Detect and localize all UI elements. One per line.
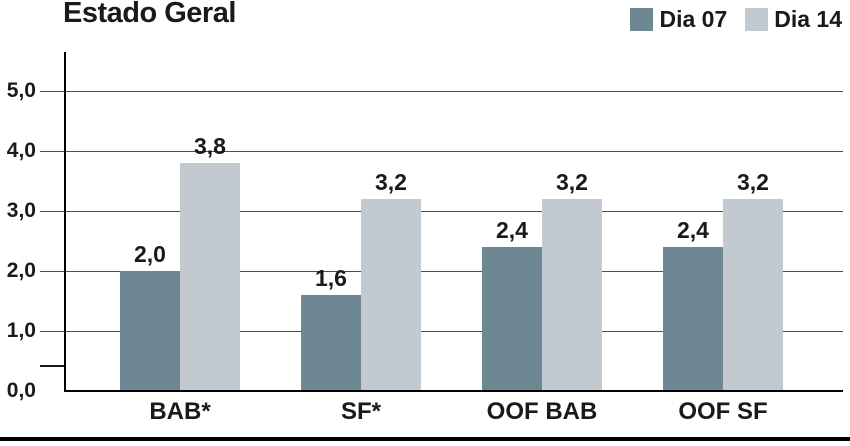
y-axis-tick-label: 5,0 <box>6 79 36 102</box>
legend-label: Dia 07 <box>659 6 728 32</box>
gridline <box>40 271 843 272</box>
bar-value-label: 2,4 <box>496 217 528 243</box>
chart-title: Estado Geral <box>63 0 236 29</box>
bar <box>663 247 723 391</box>
gridline <box>40 331 843 332</box>
gridline <box>40 151 843 152</box>
bar-value-label: 3,2 <box>556 169 588 195</box>
legend-item: Dia 14 <box>745 8 842 31</box>
legend-swatch <box>630 8 654 31</box>
bar <box>301 295 361 391</box>
bar <box>482 247 542 391</box>
bar <box>542 199 602 391</box>
bar-value-label: 3,2 <box>375 169 407 195</box>
legend-swatch <box>745 8 769 31</box>
category-label: SF* <box>340 398 381 425</box>
bar-value-label: 3,2 <box>737 169 769 195</box>
legend-label: Dia 14 <box>774 6 842 32</box>
gridline <box>40 91 843 92</box>
y-axis-tick-label: 2,0 <box>6 259 36 282</box>
y-axis-minor-tick <box>40 365 66 367</box>
y-axis-tick-label: 3,0 <box>6 199 36 222</box>
gridline <box>40 211 843 212</box>
legend: Dia 07 Dia 14 <box>630 8 842 31</box>
category-label: OOF SF <box>678 398 768 425</box>
bar-value-label: 2,0 <box>134 241 166 267</box>
bar <box>180 163 240 391</box>
bar-value-label: 3,8 <box>194 133 226 159</box>
bottom-rule <box>0 437 850 441</box>
y-axis-line <box>64 52 66 392</box>
category-label: BAB* <box>149 398 211 425</box>
bar <box>723 199 783 391</box>
bar-value-label: 2,4 <box>677 217 709 243</box>
category-label: OOF BAB <box>486 398 598 425</box>
y-axis-tick-label: 0,0 <box>6 379 36 402</box>
bar <box>120 271 180 391</box>
bar <box>361 199 421 391</box>
bar-value-label: 1,6 <box>315 265 347 291</box>
y-axis-tick-label: 4,0 <box>6 139 36 162</box>
legend-item: Dia 07 <box>630 8 727 31</box>
x-axis-line <box>65 390 843 392</box>
y-axis-tick-label: 1,0 <box>6 319 36 342</box>
